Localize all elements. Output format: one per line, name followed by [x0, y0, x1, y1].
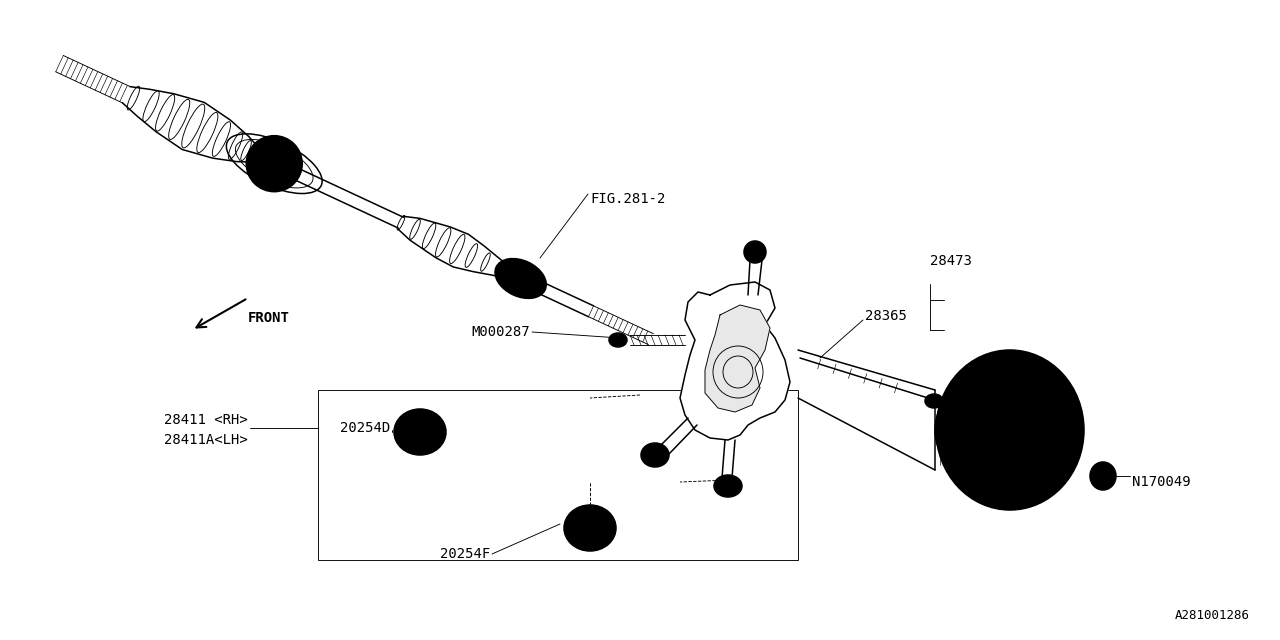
Ellipse shape: [1091, 462, 1116, 490]
Text: 28411A<LH>: 28411A<LH>: [164, 433, 248, 447]
Ellipse shape: [714, 475, 742, 497]
Polygon shape: [680, 282, 790, 440]
Text: 28411 <RH>: 28411 <RH>: [164, 413, 248, 427]
Text: A281001286: A281001286: [1175, 609, 1251, 622]
Text: 28473: 28473: [931, 254, 972, 268]
Ellipse shape: [246, 136, 302, 192]
Ellipse shape: [925, 394, 943, 408]
Ellipse shape: [744, 241, 765, 263]
Text: 20254F: 20254F: [440, 547, 490, 561]
Ellipse shape: [564, 505, 616, 551]
Text: 20254D: 20254D: [339, 421, 390, 435]
Ellipse shape: [934, 390, 995, 470]
Ellipse shape: [641, 443, 669, 467]
Ellipse shape: [394, 409, 445, 455]
Bar: [317, 390, 797, 560]
Text: FIG.281-2: FIG.281-2: [590, 192, 666, 206]
Text: FRONT: FRONT: [248, 311, 289, 325]
Ellipse shape: [495, 259, 547, 298]
Polygon shape: [705, 305, 771, 412]
Text: M000287: M000287: [471, 325, 530, 339]
Ellipse shape: [936, 350, 1084, 510]
Text: 28365: 28365: [865, 309, 906, 323]
Text: N170049: N170049: [1132, 475, 1190, 489]
Ellipse shape: [609, 333, 627, 347]
